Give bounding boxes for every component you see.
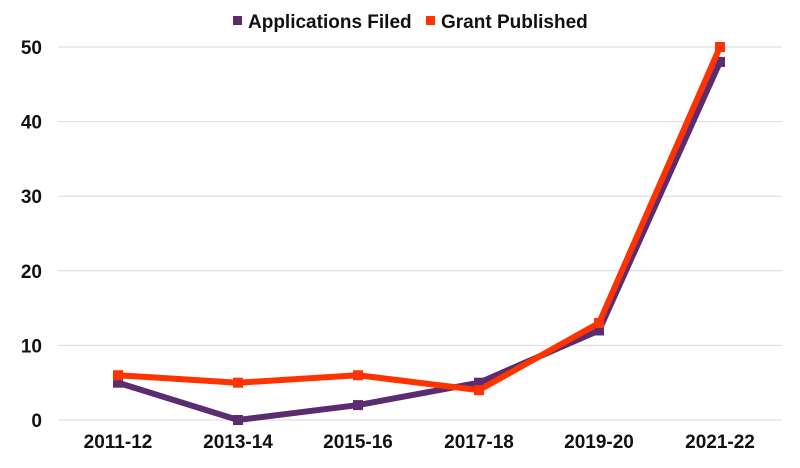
data-point-applications-filed <box>594 325 604 336</box>
x-axis: 2011-12 2013-14 2015-16 2017-18 2019-20 2021-… <box>84 432 755 453</box>
legend-label-grant-published: Grant Published <box>441 12 588 33</box>
legend-label-applications-filed: Applications Filed <box>248 12 412 33</box>
legend-marker-grant-published <box>426 16 435 25</box>
legend-marker-applications-filed <box>233 16 242 25</box>
data-point-grant-published <box>474 385 484 396</box>
x-tick-label: 2011-12 <box>84 432 153 453</box>
legend: Applications Filed Grant Published <box>233 12 588 33</box>
x-tick-label: 2015-16 <box>323 432 393 453</box>
gridlines <box>58 46 782 421</box>
data-point-applications-filed <box>474 377 484 388</box>
data-point-applications-filed <box>715 56 725 67</box>
y-tick-label: 0 <box>31 411 42 432</box>
y-tick-label: 20 <box>21 262 42 283</box>
data-point-grant-published <box>113 370 123 381</box>
data-point-grant-published <box>233 377 243 388</box>
series-line-applications-filed <box>115 58 723 423</box>
data-point-grant-published <box>715 42 725 52</box>
y-tick-label: 10 <box>21 336 42 357</box>
data-point-grant-published <box>594 318 604 329</box>
data-point-applications-filed <box>113 377 123 388</box>
series-grant-published <box>113 42 725 396</box>
data-point-grant-published <box>353 370 363 381</box>
x-tick-label: 2017-18 <box>444 432 514 453</box>
y-tick-label: 30 <box>21 187 42 208</box>
series-line-grant-published <box>115 44 723 394</box>
x-tick-label: 2021-22 <box>685 432 755 453</box>
data-point-applications-filed <box>233 415 243 425</box>
y-axis: 0 10 20 30 40 50 <box>21 38 42 432</box>
x-tick-label: 2019-20 <box>564 432 634 453</box>
data-point-applications-filed <box>353 400 363 411</box>
y-tick-label: 40 <box>21 113 42 134</box>
y-tick-label: 50 <box>21 38 42 59</box>
x-tick-label: 2013-14 <box>203 432 273 453</box>
series-layer <box>113 42 725 425</box>
series-applications-filed <box>113 56 725 425</box>
